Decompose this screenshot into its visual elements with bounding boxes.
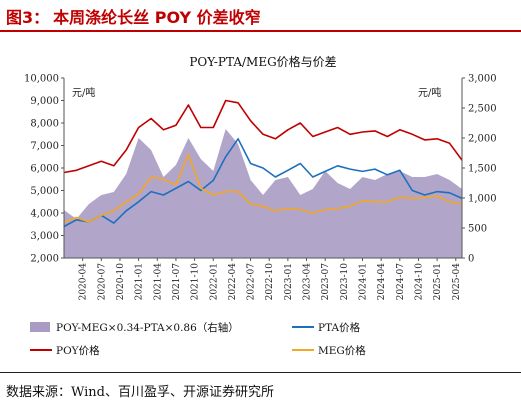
y-left-tick-label: 7,000	[30, 141, 59, 152]
x-tick-label: 2022-07	[247, 263, 257, 301]
legend-label-meg: MEG价格	[318, 344, 366, 357]
right-axis-unit: 元/吨	[418, 86, 441, 99]
y-left-tick-label: 2,000	[30, 254, 59, 265]
series-poy-line	[63, 99, 463, 174]
x-tick-label: 2022-04	[228, 263, 238, 301]
series-pta-line	[63, 138, 463, 228]
series-spread-area	[64, 129, 462, 258]
legend-label-spread: POY-MEG×0.34-PTA×0.86（右轴）	[56, 321, 239, 334]
y-left-tick-label: 8,000	[30, 119, 59, 130]
y-left-tick-label: 9,000	[30, 96, 59, 107]
series-meg-line	[63, 153, 463, 223]
x-tick-label: 2021-10	[191, 263, 201, 301]
x-tick-label: 2023-10	[340, 263, 350, 301]
x-tick-label: 2020-10	[116, 263, 126, 301]
source-note: 数据来源：Wind、百川盈孚、开源证券研究所	[6, 385, 274, 400]
y-right-tick-label: 500	[468, 224, 487, 235]
y-right-tick-label: 1,000	[468, 194, 497, 205]
x-tick-label: 2024-07	[396, 263, 406, 301]
y-right-tick-label: 2,500	[468, 104, 497, 115]
x-tick-label: 2025-04	[452, 263, 462, 301]
y-left-tick-label: 4,000	[30, 209, 59, 220]
figure-number: 图3：	[6, 8, 50, 27]
y-right-tick-label: 2,000	[468, 134, 497, 145]
y-left-tick-label: 10,000	[24, 74, 59, 85]
x-tick-label: 2023-07	[321, 263, 331, 301]
y-left-tick-label: 3,000	[30, 231, 59, 242]
chart-title: POY-PTA/MEG价格与价差	[189, 54, 336, 69]
y-right-tick-label: 1,500	[468, 164, 497, 175]
x-tick-label: 2022-01	[209, 263, 219, 300]
x-tick-label: 2021-01	[135, 263, 145, 300]
x-tick-label: 2024-04	[377, 263, 387, 301]
figure-title: 图3： 本周涤纶长丝 POY 价差收窄	[6, 4, 265, 28]
x-tick-label: 2021-07	[172, 263, 182, 301]
x-tick-label: 2024-10	[414, 263, 424, 301]
x-tick-label: 2020-07	[97, 263, 107, 301]
figure-footer: 数据来源：Wind、百川盈孚、开源证券研究所	[0, 372, 521, 406]
figure-title-text: 本周涤纶长丝 POY 价差收窄	[53, 8, 261, 27]
y-left-tick-label: 5,000	[30, 186, 59, 197]
y-right-tick-label: 3,000	[468, 74, 497, 85]
x-tick-label: 2020-04	[79, 263, 89, 301]
x-tick-label: 2021-04	[153, 263, 163, 301]
x-tick-label: 2023-04	[303, 263, 313, 301]
x-tick-label: 2025-01	[433, 263, 443, 300]
legend-label-pta: PTA价格	[318, 321, 361, 334]
y-right-tick-label: 0	[468, 254, 474, 265]
legend-swatch-spread	[30, 322, 50, 332]
legend-label-poy: POY价格	[56, 344, 100, 357]
y-left-tick-label: 6,000	[30, 164, 59, 175]
x-tick-label: 2023-01	[284, 263, 294, 300]
x-tick-label: 2024-01	[359, 263, 369, 300]
left-axis-unit: 元/吨	[72, 86, 95, 99]
figure-header: 图3： 本周涤纶长丝 POY 价差收窄	[0, 0, 521, 32]
x-tick-label: 2022-10	[265, 263, 275, 301]
